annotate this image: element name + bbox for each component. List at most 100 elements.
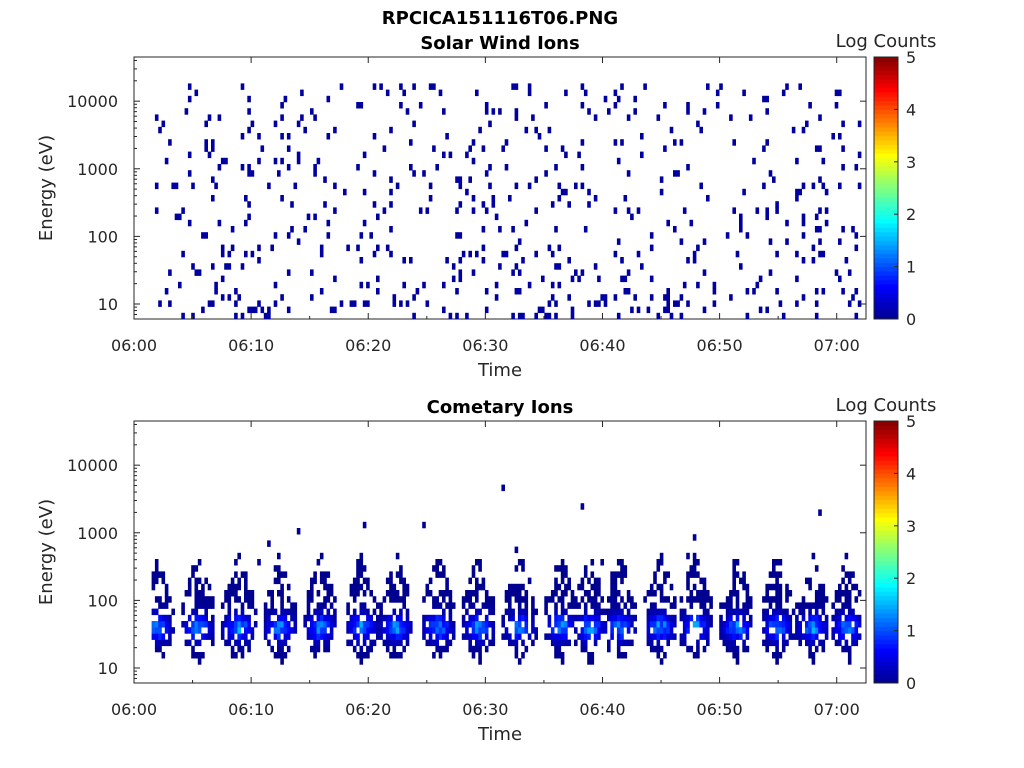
data-cell	[399, 633, 403, 640]
data-cell	[857, 300, 862, 307]
data-cell	[432, 602, 436, 609]
data-cell	[795, 300, 799, 307]
data-cell	[597, 614, 601, 622]
data-cell	[659, 590, 664, 597]
data-cell	[240, 83, 245, 90]
data-cell	[623, 571, 628, 578]
data-cell	[834, 590, 839, 597]
data-cell	[372, 596, 377, 603]
data-cell	[630, 621, 634, 628]
data-cell	[758, 275, 763, 283]
data-cell	[197, 652, 202, 659]
data-cell	[663, 102, 667, 109]
data-cell	[349, 300, 354, 307]
data-cell	[385, 633, 390, 640]
data-cell	[277, 170, 281, 177]
data-cell	[280, 621, 284, 628]
data-cell	[471, 652, 476, 659]
data-cell	[405, 627, 410, 634]
x-tick-label: 06:30	[462, 700, 508, 719]
data-cell	[682, 633, 687, 640]
data-cell	[508, 590, 512, 597]
data-cell	[616, 95, 621, 103]
data-cell	[722, 633, 727, 640]
data-cell	[656, 608, 661, 616]
colorbar-segment	[874, 621, 898, 627]
data-cell	[775, 608, 779, 616]
colorbar-segment	[874, 630, 898, 636]
data-cell	[283, 621, 288, 628]
data-cell	[237, 621, 241, 628]
data-cell	[382, 596, 387, 603]
data-cell	[339, 300, 344, 307]
data-cell	[333, 608, 337, 616]
panel-solar-wind-ions: Solar Wind Ions Time Energy (eV) Log Cou…	[36, 31, 936, 381]
data-cell	[432, 83, 436, 90]
data-cell	[362, 627, 367, 634]
data-cell	[567, 294, 571, 301]
colorbar-segment	[874, 122, 898, 128]
data-cell	[356, 164, 360, 171]
data-cell	[841, 288, 845, 295]
x-tick-label: 06:30	[462, 336, 508, 355]
data-cell	[362, 577, 367, 585]
data-cell	[432, 621, 436, 628]
data-cell	[498, 263, 502, 270]
data-cell	[313, 627, 317, 634]
data-cell	[616, 571, 621, 578]
data-cell	[607, 596, 611, 603]
data-cell	[623, 652, 628, 659]
data-cell	[679, 139, 684, 146]
data-cell	[547, 614, 552, 622]
data-cell	[488, 639, 492, 647]
data-cell	[686, 627, 690, 634]
data-cell	[686, 300, 690, 307]
data-cell	[857, 590, 862, 597]
colorbar-segment	[874, 113, 898, 119]
data-cell	[788, 621, 793, 628]
data-cell	[811, 257, 816, 264]
data-cell	[795, 614, 799, 622]
data-cell	[722, 621, 727, 628]
data-cell	[316, 590, 321, 597]
data-cell	[227, 608, 232, 616]
data-cell	[762, 627, 766, 634]
data-cell	[389, 614, 393, 622]
data-cell	[197, 590, 202, 597]
data-cell	[346, 627, 350, 634]
data-cell	[772, 621, 776, 628]
data-cell	[686, 102, 690, 109]
data-cell	[600, 608, 604, 616]
data-cell	[659, 645, 664, 653]
data-cell	[838, 639, 842, 647]
data-cell	[696, 652, 700, 659]
data-cell	[742, 627, 746, 634]
data-cell	[376, 244, 380, 252]
data-cell	[445, 645, 449, 653]
data-cell	[616, 614, 621, 622]
data-cell	[778, 590, 783, 597]
data-cell	[154, 182, 159, 190]
data-cell	[161, 621, 166, 628]
data-cell	[405, 614, 410, 622]
data-cell	[847, 608, 852, 616]
data-cell	[409, 164, 413, 171]
data-cell	[706, 590, 710, 597]
data-cell	[234, 621, 238, 628]
data-cell	[273, 627, 278, 634]
colorbar-segment	[874, 455, 898, 461]
data-cell	[521, 652, 525, 659]
data-cell	[151, 627, 156, 634]
data-cell	[280, 583, 284, 591]
data-cell	[346, 639, 350, 647]
data-cell	[791, 126, 796, 134]
data-cell	[277, 621, 281, 628]
data-cell	[267, 621, 271, 628]
data-cell	[405, 621, 410, 628]
data-cell	[692, 250, 697, 258]
data-cell	[313, 571, 317, 578]
data-cell	[616, 627, 621, 634]
data-cell	[280, 114, 284, 121]
data-cell	[329, 590, 334, 597]
data-cell	[504, 633, 509, 640]
